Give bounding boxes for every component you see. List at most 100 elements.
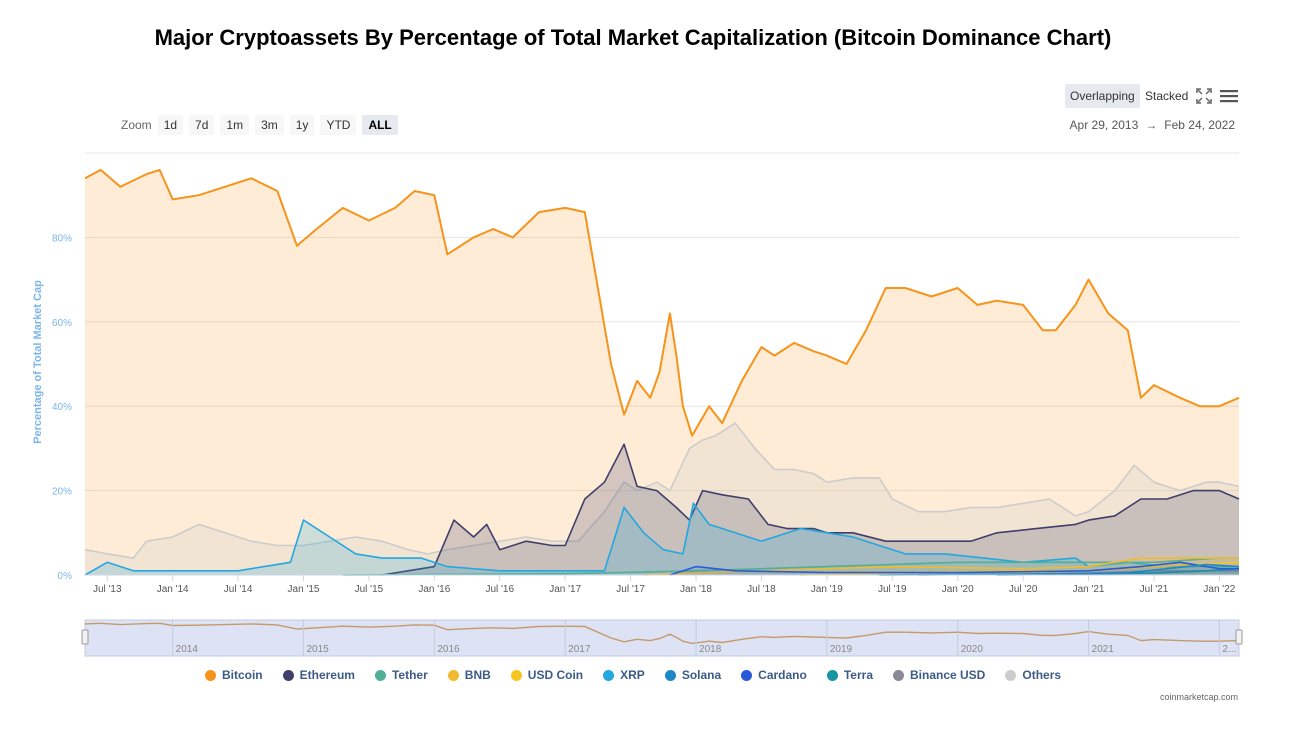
- legend-dot-tether: [374, 669, 386, 681]
- y-axis-label: Percentage of Total Market Cap: [32, 280, 44, 444]
- legend-dot-bnb: [447, 669, 459, 681]
- mode-stacked-button[interactable]: Stacked: [1145, 89, 1189, 103]
- bitcoin-area: [85, 169, 1239, 575]
- legend-item-cardano[interactable]: Cardano: [741, 668, 807, 682]
- y-axis: 0% 20% 40% 60% 80%: [52, 233, 72, 582]
- legend-item-ethereum[interactable]: Ethereum: [282, 668, 355, 682]
- solana-line[interactable]: [996, 563, 1240, 576]
- navigator-year-label: 2019: [830, 644, 853, 655]
- x-tick-label: Jul '17: [616, 584, 645, 595]
- legend-item-bnb[interactable]: BNB: [447, 668, 491, 682]
- legend-dot-terra: [826, 669, 838, 681]
- legend-label-bitcoin: Bitcoin: [221, 668, 263, 682]
- xrp-line[interactable]: [84, 502, 1239, 576]
- x-tick-label: Jan '16: [418, 584, 450, 595]
- x-tick-label: Jul '16: [485, 584, 514, 595]
- x-tick-label: Jul '20: [1009, 584, 1038, 595]
- legend-label-tether: Tether: [391, 668, 428, 682]
- navigator[interactable]: 2014 2015 2016 2017 2018 2019 2020 2021 2...: [81, 619, 1243, 657]
- solana-area: [996, 564, 1239, 575]
- legend-dot-bitcoin: [204, 669, 216, 681]
- legend-item-tether[interactable]: Tether: [374, 668, 428, 682]
- zoom-1d-button[interactable]: 1d: [157, 115, 184, 135]
- range-start-date[interactable]: Apr 29, 2013: [1069, 118, 1139, 132]
- x-tick-label: Jul '19: [878, 584, 907, 595]
- legend-dot-usd-coin: [510, 669, 522, 681]
- x-tick-label: Jan '14: [157, 584, 189, 595]
- credit-text: coinmarketcap.com: [1159, 692, 1238, 702]
- zoom-7d-button[interactable]: 7d: [189, 115, 215, 135]
- ethereum-line[interactable]: [381, 443, 1240, 576]
- zoom-ytd-button[interactable]: YTD: [320, 115, 357, 135]
- y-tick-label: 20%: [52, 487, 72, 498]
- cardano-area: [669, 562, 1239, 575]
- series-layer: [84, 168, 1240, 576]
- zoom-3m-button[interactable]: 3m: [255, 115, 284, 135]
- x-tick-label: Jan '18: [680, 584, 712, 595]
- navigator-year-label: 2015: [307, 644, 330, 655]
- navigator-right-handle[interactable]: [1235, 629, 1243, 645]
- x-tick-label: Jul '15: [355, 584, 384, 595]
- legend: Bitcoin Ethereum Tether BNB USD Coin XRP Solan…: [0, 668, 1266, 682]
- x-tick-label: Jul '21: [1140, 584, 1169, 595]
- bnb-line[interactable]: [643, 557, 1239, 576]
- mode-overlapping-button[interactable]: Overlapping: [1065, 84, 1140, 108]
- zoom-1y-button[interactable]: 1y: [289, 115, 315, 135]
- binance-usd-area: [918, 570, 1239, 575]
- y-tick-label: 0%: [58, 571, 73, 582]
- x-tick-label: Jan '17: [549, 584, 581, 595]
- x-tick-label: Jul '13: [93, 584, 122, 595]
- navigator-year-label: 2021: [1092, 644, 1115, 655]
- x-tick-label: Jan '15: [288, 584, 320, 595]
- navigator-year-label: 2020: [961, 644, 984, 655]
- zoom-bar: Zoom 1d 7d 1m 3m 1y YTD ALL: [121, 114, 404, 136]
- legend-dot-binance-usd: [893, 669, 904, 681]
- legend-label-bnb: BNB: [464, 668, 491, 682]
- grid-lines: [85, 152, 1239, 492]
- navigator-left-handle[interactable]: [81, 629, 89, 645]
- bitcoin-line[interactable]: [84, 168, 1240, 437]
- x-tick-label: Jan '21: [1073, 584, 1105, 595]
- legend-label-terra: Terra: [843, 668, 873, 682]
- legend-label-solana: Solana: [681, 668, 722, 682]
- legend-label-ethereum: Ethereum: [299, 668, 355, 682]
- ethereum-area: [382, 444, 1239, 575]
- y-tick-label: 40%: [52, 402, 72, 413]
- navigator-year-label: 2016: [437, 644, 460, 655]
- navigator-year-label: 2...: [1222, 644, 1236, 655]
- x-axis: Jul '13 Jan '14 Jul '14 Jan '15 Jul '15 Jan '…: [85, 574, 1239, 595]
- legend-dot-solana: [664, 669, 676, 681]
- x-tick-label: Jul '14: [224, 584, 253, 595]
- others-line[interactable]: [84, 422, 1240, 559]
- range-end-date[interactable]: Feb 24, 2022: [1164, 118, 1235, 132]
- legend-label-usd-coin: USD Coin: [527, 668, 584, 682]
- zoom-all-button[interactable]: ALL: [362, 115, 398, 135]
- navigator-year-label: 2014: [176, 644, 199, 655]
- legend-item-usd-coin[interactable]: USD Coin: [510, 668, 584, 682]
- y-tick-label: 80%: [52, 233, 72, 244]
- legend-dot-cardano: [741, 669, 753, 681]
- zoom-1m-button[interactable]: 1m: [220, 115, 250, 135]
- range-arrow: →: [1145, 118, 1158, 132]
- legend-item-binance-usd[interactable]: Binance USD: [893, 668, 985, 682]
- tether-line[interactable]: [342, 557, 1239, 576]
- y-tick-label: 60%: [52, 318, 72, 329]
- others-area: [85, 423, 1239, 575]
- x-tick-label: Jan '22: [1203, 584, 1235, 595]
- hamburger-menu-icon[interactable]: [1220, 88, 1238, 104]
- legend-item-bitcoin[interactable]: Bitcoin: [204, 668, 263, 682]
- legend-item-others[interactable]: Others: [1005, 668, 1061, 682]
- x-tick-label: Jan '20: [942, 584, 974, 595]
- legend-item-solana[interactable]: Solana: [664, 668, 722, 682]
- legend-item-terra[interactable]: Terra: [826, 668, 873, 682]
- legend-label-xrp: XRP: [620, 668, 645, 682]
- x-tick-label: Jul '18: [747, 584, 776, 595]
- legend-label-binance-usd: Binance USD: [910, 668, 986, 682]
- legend-item-xrp[interactable]: XRP: [603, 668, 645, 682]
- x-tick-label: Jan '19: [811, 584, 843, 595]
- legend-dot-ethereum: [282, 669, 294, 681]
- fullscreen-icon[interactable]: [1196, 88, 1212, 104]
- zoom-label: Zoom: [121, 118, 152, 132]
- legend-dot-xrp: [603, 669, 615, 681]
- date-range: Apr 29, 2013 → Feb 24, 2022: [1070, 118, 1235, 132]
